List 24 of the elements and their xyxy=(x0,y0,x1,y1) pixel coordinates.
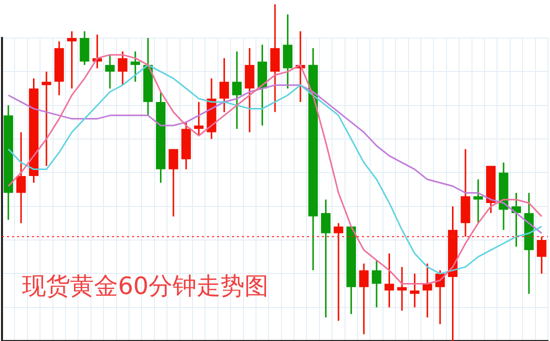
candlestick xyxy=(536,236,546,274)
candlestick xyxy=(422,262,432,318)
candlestick xyxy=(219,57,229,113)
candlestick xyxy=(168,148,178,218)
candlestick xyxy=(244,47,254,134)
candlestick xyxy=(359,262,369,336)
candlestick xyxy=(397,266,407,312)
candlestick xyxy=(118,50,128,86)
candlestick xyxy=(130,50,140,83)
candlestick xyxy=(80,30,90,66)
candlestick xyxy=(105,54,115,90)
candlestick xyxy=(384,252,394,308)
candlestick xyxy=(473,178,483,224)
candlestick xyxy=(67,30,77,90)
candlestick xyxy=(410,272,420,308)
candlestick xyxy=(270,4,280,113)
candlestick xyxy=(282,14,292,90)
candlestick xyxy=(334,222,344,322)
candlestick xyxy=(232,50,242,130)
candlestick xyxy=(194,101,204,136)
candlestick xyxy=(321,198,331,318)
candlestick xyxy=(16,132,26,224)
text: 现货黄金60分钟走势图 xyxy=(22,271,269,302)
candlestick xyxy=(372,259,382,308)
